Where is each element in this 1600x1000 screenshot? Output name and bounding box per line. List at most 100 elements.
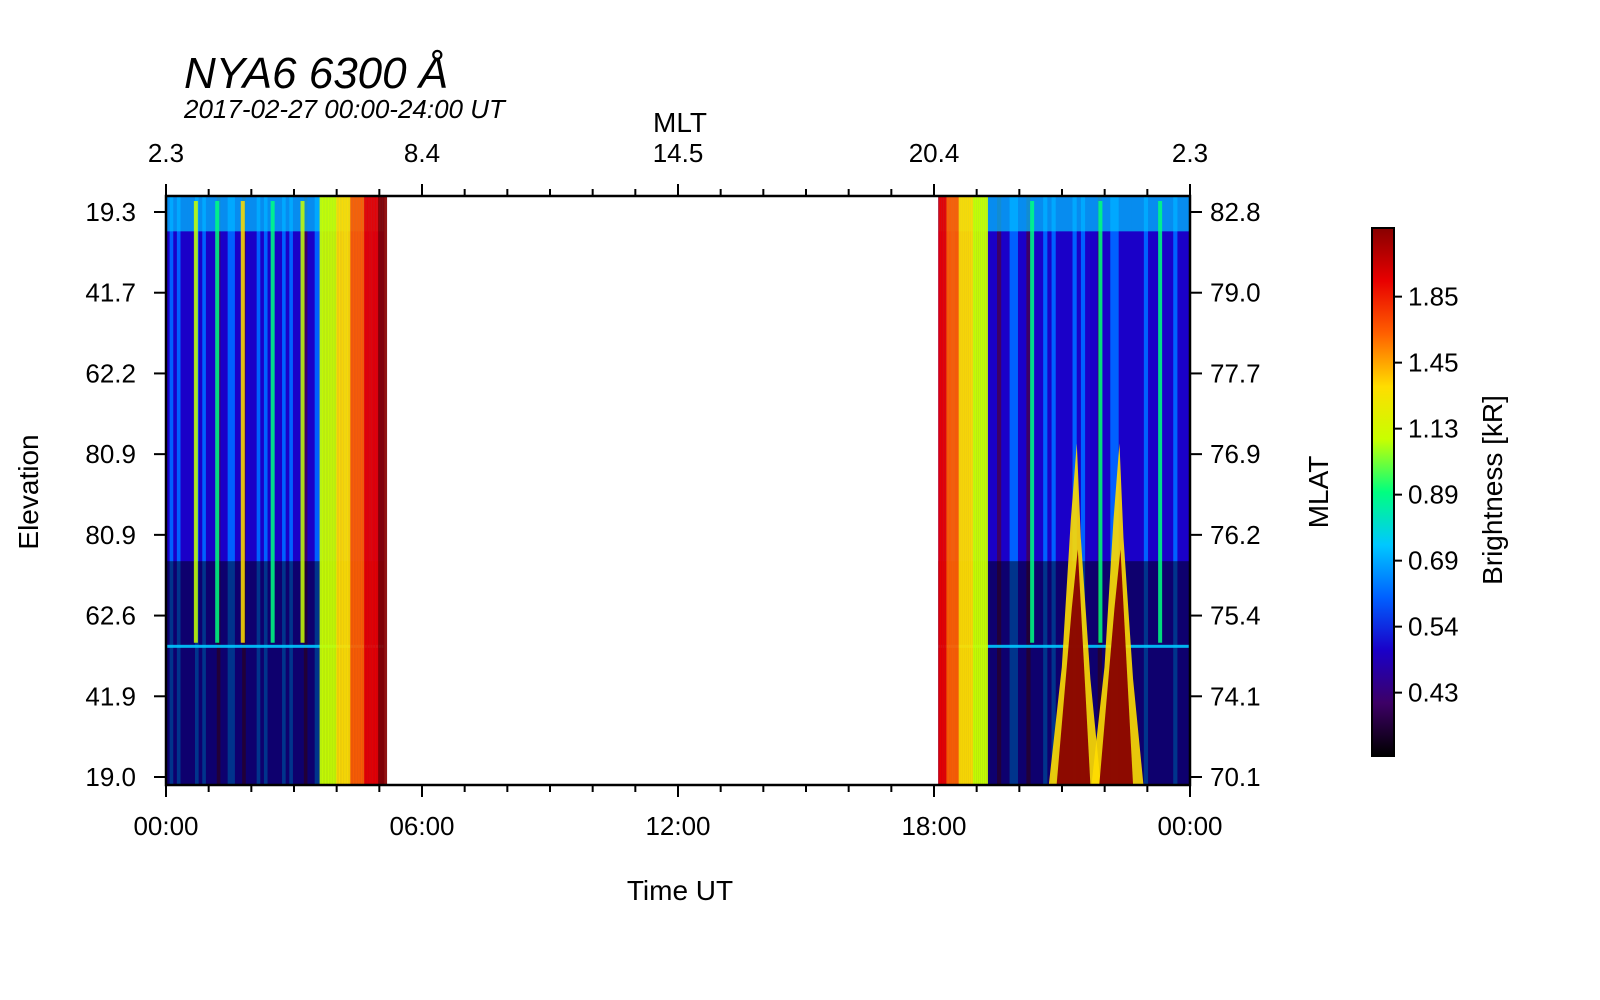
- right-y-tick-label: 76.2: [1210, 520, 1261, 550]
- heat-ramp-column: [341, 196, 346, 785]
- heat-column: [1064, 196, 1069, 785]
- heat-artifact-line: [166, 644, 384, 648]
- right-y-tick-label: 82.8: [1210, 197, 1261, 227]
- right-y-tick-label: 70.1: [1210, 762, 1261, 792]
- heat-ramp-column: [366, 196, 371, 785]
- heat-column: [285, 196, 290, 785]
- heat-column: [220, 196, 225, 785]
- heat-ramp-column: [372, 196, 376, 785]
- heat-column: [176, 196, 182, 785]
- heat-column: [1148, 196, 1153, 785]
- heat-ramp-column: [981, 196, 984, 785]
- heat-column: [278, 196, 283, 785]
- heat-ramp-column: [977, 196, 980, 785]
- heat-column: [209, 196, 214, 785]
- heat-streak: [240, 201, 245, 643]
- heat-column: [234, 196, 240, 785]
- heat-ramp-column: [378, 196, 382, 785]
- heat-column: [1043, 196, 1048, 785]
- colorbar-tick-label: 1.45: [1408, 348, 1459, 378]
- heat-column: [1101, 196, 1107, 785]
- heat-column: [1038, 196, 1044, 785]
- heat-ramp-column: [358, 196, 363, 785]
- x-tick-label: 18:00: [901, 811, 966, 841]
- heat-ramp-column: [960, 196, 964, 785]
- heat-column: [1122, 196, 1128, 785]
- heat-column: [1185, 196, 1190, 785]
- colorbar-tick-label: 0.43: [1408, 678, 1459, 708]
- y-tick-label: 80.9: [85, 439, 136, 469]
- chart-subtitle: 2017-02-27 00:00-24:00 UT: [183, 94, 507, 124]
- heat-column: [307, 196, 312, 785]
- heat-column: [1181, 196, 1187, 785]
- right-y-axis-label: MLAT: [1303, 456, 1334, 529]
- heat-column: [256, 196, 261, 785]
- heat-ramp-column: [975, 196, 978, 785]
- heat-column: [1110, 196, 1116, 785]
- heat-column: [173, 196, 178, 785]
- x-tick-label: 00:00: [1157, 811, 1222, 841]
- x-axis-label: Time UT: [627, 875, 733, 906]
- heat-ramp-column: [962, 196, 966, 785]
- heat-column: [997, 196, 1002, 785]
- heat-streak: [270, 201, 275, 643]
- y-tick-label: 80.9: [85, 520, 136, 550]
- heat-column: [205, 196, 211, 785]
- heat-ramp-column: [944, 196, 948, 785]
- heat-ramp-column: [364, 196, 368, 785]
- heat-ramp-column: [970, 196, 974, 785]
- heat-column: [1055, 196, 1061, 785]
- top-tick-label: 14.5: [653, 138, 704, 168]
- x-tick-label: 00:00: [133, 811, 198, 841]
- heat-column: [1106, 196, 1111, 785]
- heat-column: [184, 196, 189, 785]
- heat-ramp-column: [958, 196, 962, 785]
- heat-column: [1143, 196, 1149, 785]
- heat-column: [1005, 196, 1011, 785]
- heat-ramp-column: [344, 196, 349, 785]
- heat-ramp-column: [319, 196, 324, 785]
- heat-column: [1034, 196, 1040, 785]
- heat-column: [1085, 196, 1090, 785]
- heat-column: [1026, 196, 1032, 785]
- right-y-tick-label: 75.4: [1210, 601, 1261, 631]
- heat-ramp-column: [352, 196, 357, 785]
- heat-ramp-column: [979, 196, 982, 785]
- colorbar: [1371, 227, 1395, 757]
- heat-column: [1001, 196, 1006, 785]
- heat-burst-core: [1099, 549, 1134, 785]
- top-tick-label: 2.3: [1172, 138, 1208, 168]
- heat-column: [1076, 196, 1082, 785]
- right-y-tick-label: 79.0: [1210, 278, 1261, 308]
- heat-column: [238, 196, 243, 785]
- heat-column: [1169, 196, 1174, 785]
- heat-ramp-column: [952, 196, 956, 785]
- y-tick-label: 19.0: [85, 762, 136, 792]
- heat-ramp-column: [948, 196, 952, 785]
- heat-ramp-column: [330, 196, 335, 785]
- heat-ramp-column: [942, 196, 946, 785]
- y-tick-label: 62.2: [85, 358, 136, 388]
- heat-ramp-column: [375, 196, 379, 785]
- heat-ramp-column: [369, 196, 374, 785]
- heat-column: [1152, 196, 1158, 785]
- heat-column: [166, 196, 171, 785]
- heat-ramp-column: [336, 196, 340, 785]
- heat-ramp-column: [938, 196, 942, 785]
- y-axis-label: Elevation: [13, 434, 44, 549]
- heatmap-area: [166, 196, 1190, 785]
- heat-column: [1059, 196, 1065, 785]
- heat-column: [224, 196, 229, 785]
- heat-column: [180, 196, 185, 785]
- x-tick-label: 06:00: [389, 811, 454, 841]
- heat-column: [1160, 196, 1166, 785]
- heat-column: [1139, 196, 1145, 785]
- heat-ramp-column: [972, 196, 976, 785]
- heat-ramp-column: [361, 196, 365, 785]
- top-tick-label: 8.4: [404, 138, 440, 168]
- heat-ramp-column: [350, 196, 354, 785]
- heat-column: [1135, 196, 1141, 785]
- chart-title: NYA6 6300 Å: [184, 49, 448, 98]
- top-axis-label: MLT: [653, 107, 707, 138]
